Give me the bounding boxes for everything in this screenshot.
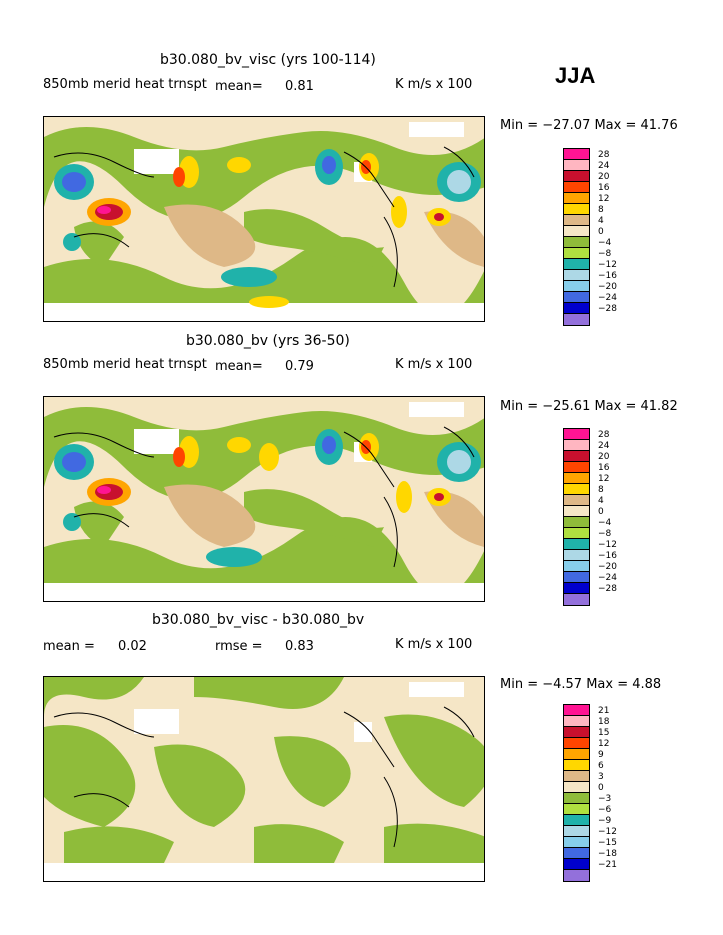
panel3-rmse-label: rmse = xyxy=(215,639,263,654)
cb-label: 4 xyxy=(598,216,604,226)
panel3-colorbar xyxy=(563,704,590,882)
cb-label: 3 xyxy=(598,772,604,782)
cb-label: 20 xyxy=(598,452,610,462)
cb-label: −12 xyxy=(598,260,617,270)
panel2-units: K m/s x 100 xyxy=(395,357,473,372)
panel1-map xyxy=(43,116,485,322)
cb-label: 6 xyxy=(598,761,604,771)
cb-label: −28 xyxy=(598,304,617,314)
cb-label: 21 xyxy=(598,706,610,716)
cb-label: 18 xyxy=(598,717,610,727)
panel1-mean-value: 0.81 xyxy=(285,79,314,94)
cb-label: −28 xyxy=(598,584,617,594)
panel2-colorbar xyxy=(563,428,590,606)
panel2-range: Min = −25.61 Max = 41.82 xyxy=(500,399,678,414)
cb-label: −21 xyxy=(598,860,617,870)
cb-label: −4 xyxy=(598,518,612,528)
cb-label: 28 xyxy=(598,430,610,440)
cb-label: 12 xyxy=(598,194,610,204)
cb-label: −4 xyxy=(598,238,612,248)
panel3-map xyxy=(43,676,485,882)
cb-label: 24 xyxy=(598,161,610,171)
panel2-mean-label: mean= xyxy=(215,359,263,374)
season-label: JJA xyxy=(555,63,596,88)
cb-label: −12 xyxy=(598,540,617,550)
cb-label: 8 xyxy=(598,485,604,495)
cb-label: −16 xyxy=(598,551,617,561)
cb-label: 15 xyxy=(598,728,610,738)
panel1-colorbar xyxy=(563,148,590,326)
cb-label: −24 xyxy=(598,293,617,303)
cb-label: 0 xyxy=(598,783,604,793)
cb-label: 0 xyxy=(598,227,604,237)
panel1-title: b30.080_bv_visc (yrs 100-114) xyxy=(160,52,376,68)
panel1-mean-label: mean= xyxy=(215,79,263,94)
cb-label: 4 xyxy=(598,496,604,506)
cb-label: −24 xyxy=(598,573,617,583)
panel2-title: b30.080_bv (yrs 36-50) xyxy=(186,333,350,349)
cb-label: −16 xyxy=(598,271,617,281)
cb-label: 28 xyxy=(598,150,610,160)
cb-label: 24 xyxy=(598,441,610,451)
cb-label: −3 xyxy=(598,794,612,804)
panel3-range: Min = −4.57 Max = 4.88 xyxy=(500,677,662,692)
cb-label: 12 xyxy=(598,739,610,749)
cb-label: 8 xyxy=(598,205,604,215)
panel2-mean-value: 0.79 xyxy=(285,359,314,374)
panel3-mean-value: 0.02 xyxy=(118,639,147,654)
panel2-map xyxy=(43,396,485,602)
cb-label: 16 xyxy=(598,463,610,473)
panel1-variable-label: 850mb merid heat trnspt xyxy=(43,77,207,92)
cb-label: 16 xyxy=(598,183,610,193)
panel3-rmse-value: 0.83 xyxy=(285,639,314,654)
panel3-title: b30.080_bv_visc - b30.080_bv xyxy=(152,612,365,628)
panel1-units: K m/s x 100 xyxy=(395,77,473,92)
cb-label: −6 xyxy=(598,805,612,815)
cb-label: −12 xyxy=(598,827,617,837)
cb-label: −18 xyxy=(598,849,617,859)
panel2-variable-label: 850mb merid heat trnspt xyxy=(43,357,207,372)
cb-label: −9 xyxy=(598,816,612,826)
cb-label: 12 xyxy=(598,474,610,484)
cb-label: 0 xyxy=(598,507,604,517)
panel1-range: Min = −27.07 Max = 41.76 xyxy=(500,118,678,133)
cb-label: −8 xyxy=(598,529,612,539)
panel3-mean-label: mean = xyxy=(43,639,95,654)
cb-label: 9 xyxy=(598,750,604,760)
cb-label: −15 xyxy=(598,838,617,848)
cb-label: −20 xyxy=(598,562,617,572)
cb-label: 20 xyxy=(598,172,610,182)
cb-label: −8 xyxy=(598,249,612,259)
cb-label: −20 xyxy=(598,282,617,292)
panel3-units: K m/s x 100 xyxy=(395,637,473,652)
